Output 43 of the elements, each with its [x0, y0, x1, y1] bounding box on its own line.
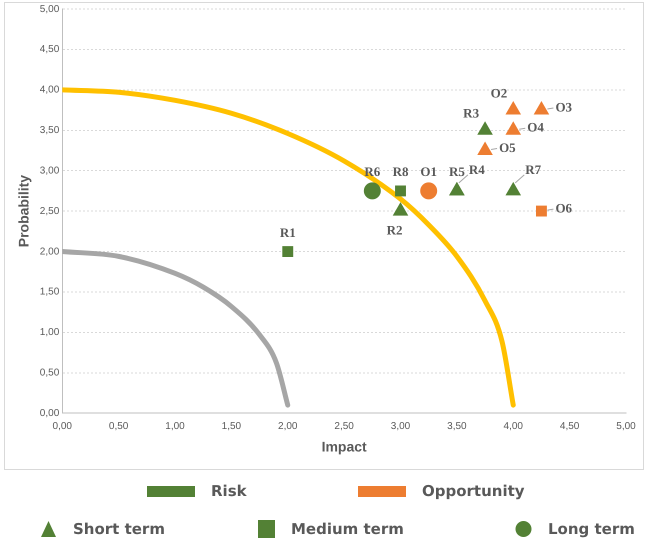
- data-label: O4: [527, 120, 544, 135]
- y-tick-label: 2,50: [40, 206, 60, 217]
- y-tick-label: 3,50: [40, 125, 60, 136]
- y-tick-label: 4,50: [40, 44, 60, 56]
- text: Short term: [73, 520, 165, 538]
- data-label: O1: [420, 164, 438, 180]
- x-tick-label: 0,00: [52, 420, 72, 432]
- x-tick-label: 4,00: [504, 420, 524, 432]
- x-axis-title: Impact: [322, 438, 368, 454]
- x-tick-label: 2,00: [278, 420, 298, 432]
- data-label: R8: [392, 164, 409, 180]
- x-tick-label: 1,00: [165, 420, 186, 432]
- y-tick-label: 0,50: [40, 368, 60, 379]
- y-tick-label: 1,00: [40, 327, 60, 338]
- x-tick-label: 5,00: [616, 420, 636, 432]
- y-tick-label: 5,00: [40, 4, 60, 15]
- x-tick-label: 3,50: [447, 420, 468, 432]
- data-label: R2: [386, 222, 402, 238]
- data-label: O2: [490, 85, 508, 100]
- data-label: R7: [525, 162, 542, 178]
- text: Risk: [211, 482, 247, 500]
- x-tick-label: 0,50: [108, 420, 129, 432]
- y-tick-label: 1,50: [40, 286, 60, 298]
- y-tick-label: 0,00: [40, 408, 60, 419]
- x-tick-label: 4,50: [560, 420, 580, 432]
- data-label: O6: [555, 200, 573, 216]
- text: Opportunity: [422, 482, 525, 500]
- data-label: R1: [280, 224, 296, 240]
- text: Medium term: [291, 520, 404, 538]
- y-tick-label: 4,00: [40, 84, 60, 96]
- x-tick-label: 3,00: [390, 420, 411, 432]
- x-tick-label: 1,50: [222, 420, 242, 432]
- text: Long term: [548, 520, 635, 538]
- data-label: R6: [364, 164, 381, 180]
- y-tick-label: 3,00: [40, 165, 60, 176]
- x-tick-label: 2,50: [334, 420, 354, 432]
- y-tick-label: 2,00: [40, 246, 60, 258]
- data-label: O3: [555, 99, 573, 114]
- data-label: O5: [499, 140, 516, 155]
- data-label: R5: [448, 164, 466, 180]
- data-label: R4: [468, 162, 486, 178]
- data-label: R3: [463, 106, 480, 121]
- y-axis-title: Probability: [15, 174, 32, 248]
